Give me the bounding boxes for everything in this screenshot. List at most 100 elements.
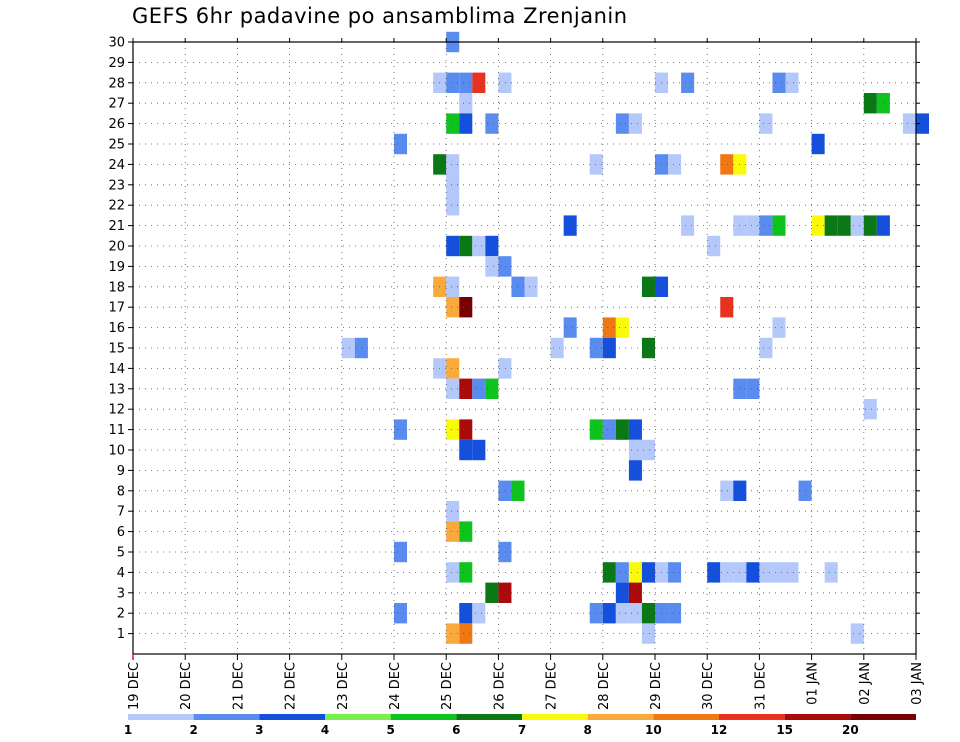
heatmap-cell bbox=[628, 439, 642, 461]
colorbar-label: 2 bbox=[189, 723, 197, 737]
y-tick-label: 27 bbox=[108, 97, 125, 112]
colorbar-label: 7 bbox=[518, 723, 526, 737]
y-tick-label: 24 bbox=[108, 158, 125, 173]
heatmap-cell bbox=[485, 113, 499, 134]
heatmap-cell bbox=[459, 419, 473, 440]
heatmap-cell bbox=[602, 419, 616, 440]
heatmap-cell bbox=[615, 603, 629, 624]
heatmap-cell bbox=[759, 215, 773, 236]
x-tick-label: 27 DEC bbox=[545, 662, 560, 710]
axis-layer: 1234567891011121314151617181920212223242… bbox=[108, 36, 925, 710]
colorbar-label: 5 bbox=[386, 723, 394, 737]
heatmap-cell bbox=[446, 358, 460, 379]
colorbar-label: 6 bbox=[452, 723, 460, 737]
y-tick-label: 17 bbox=[108, 301, 125, 316]
heatmap-cell bbox=[446, 72, 460, 93]
heatmap-cell bbox=[459, 521, 473, 542]
heatmap-cell bbox=[459, 113, 473, 134]
heatmap-cell bbox=[615, 317, 629, 338]
heatmap-cell bbox=[394, 133, 408, 155]
heatmap-cell bbox=[628, 460, 642, 481]
y-tick-label: 29 bbox=[108, 56, 125, 71]
colorbar-swatch bbox=[325, 714, 391, 720]
y-tick-label: 8 bbox=[117, 484, 125, 499]
heatmap-cell bbox=[668, 562, 682, 583]
heatmap-cell bbox=[863, 399, 877, 420]
y-tick-label: 21 bbox=[108, 219, 125, 234]
heatmap-cell bbox=[811, 133, 825, 155]
heatmap-cell bbox=[681, 72, 695, 93]
heatmap-cell bbox=[459, 562, 473, 583]
heatmap-cell bbox=[641, 276, 655, 297]
heatmap-cell bbox=[811, 215, 825, 236]
heatmap-cell bbox=[459, 297, 473, 318]
chart-title: GEFS 6hr padavine po ansamblima Zrenjani… bbox=[132, 4, 628, 28]
y-tick-label: 26 bbox=[108, 117, 125, 132]
heatmap-cell bbox=[641, 562, 655, 583]
heatmap-cell bbox=[446, 195, 460, 216]
heatmap-cell bbox=[615, 582, 629, 603]
x-tick-label: 03 JAN bbox=[910, 662, 925, 705]
heatmap-cell bbox=[550, 337, 564, 359]
colorbar-swatch bbox=[719, 714, 785, 720]
colorbar-swatch bbox=[653, 714, 719, 720]
heatmap-cell bbox=[850, 215, 864, 236]
heatmap-cell bbox=[863, 93, 877, 114]
colorbar-label: 15 bbox=[776, 723, 793, 737]
heatmap-cell bbox=[446, 378, 460, 399]
heatmap-cell bbox=[563, 215, 577, 236]
heatmap-cell bbox=[824, 215, 838, 236]
heatmap-cell bbox=[641, 439, 655, 461]
x-tick-label: 29 DEC bbox=[649, 662, 664, 710]
heatmap-cell bbox=[850, 623, 864, 644]
y-tick-label: 20 bbox=[108, 240, 125, 255]
x-tick-label: 21 DEC bbox=[231, 662, 246, 710]
heatmap-cell bbox=[615, 113, 629, 134]
heatmap-cell bbox=[628, 582, 642, 603]
heatmap-cell bbox=[498, 582, 512, 603]
heatmap-cell bbox=[563, 317, 577, 338]
heatmap-cell bbox=[589, 419, 603, 440]
heatmap-cell bbox=[446, 113, 460, 134]
heatmap-cell bbox=[602, 337, 616, 359]
heatmap-cell bbox=[746, 215, 760, 236]
heatmap-cell bbox=[524, 276, 538, 297]
y-tick-label: 14 bbox=[108, 362, 125, 377]
y-tick-label: 15 bbox=[108, 342, 125, 357]
heatmap-cell bbox=[485, 378, 499, 399]
heatmap-cell bbox=[459, 235, 473, 257]
heatmap-cell bbox=[615, 419, 629, 440]
colorbar-swatch bbox=[587, 714, 654, 720]
heatmap-cell bbox=[485, 256, 499, 277]
heatmap-cell bbox=[707, 235, 721, 257]
heatmap-cell bbox=[916, 113, 930, 134]
y-tick-label: 13 bbox=[108, 382, 125, 397]
colorbar: 1 2 3 4 5 6 7 8 10 12 15 20 bbox=[124, 714, 916, 737]
heatmap-cell bbox=[498, 72, 512, 93]
x-tick-label: 31 DEC bbox=[753, 662, 768, 710]
heatmap-cell bbox=[785, 562, 799, 583]
heatmap-cell bbox=[837, 215, 851, 236]
heatmap-cell bbox=[641, 337, 655, 359]
heatmap-cell bbox=[720, 154, 734, 175]
heatmap-cell bbox=[394, 541, 408, 563]
x-tick-label: 26 DEC bbox=[492, 662, 507, 710]
heatmap-cell bbox=[498, 256, 512, 277]
heatmap-cell bbox=[746, 378, 760, 399]
heatmap-cell bbox=[446, 174, 460, 195]
y-tick-label: 23 bbox=[108, 178, 125, 193]
heatmap-cell bbox=[641, 623, 655, 644]
heatmap-cell bbox=[459, 623, 473, 644]
colorbar-swatch bbox=[193, 714, 260, 720]
y-tick-label: 25 bbox=[108, 138, 125, 153]
heatmap-cell bbox=[446, 235, 460, 257]
y-tick-label: 11 bbox=[108, 423, 125, 438]
x-tick-label: 20 DEC bbox=[179, 662, 194, 710]
heatmap-cell bbox=[394, 419, 408, 440]
heatmap-cell bbox=[459, 378, 473, 399]
y-tick-label: 30 bbox=[108, 36, 125, 51]
heatmap-cell bbox=[498, 480, 512, 501]
heatmap-cell bbox=[759, 113, 773, 134]
heatmap-cell bbox=[785, 72, 799, 93]
